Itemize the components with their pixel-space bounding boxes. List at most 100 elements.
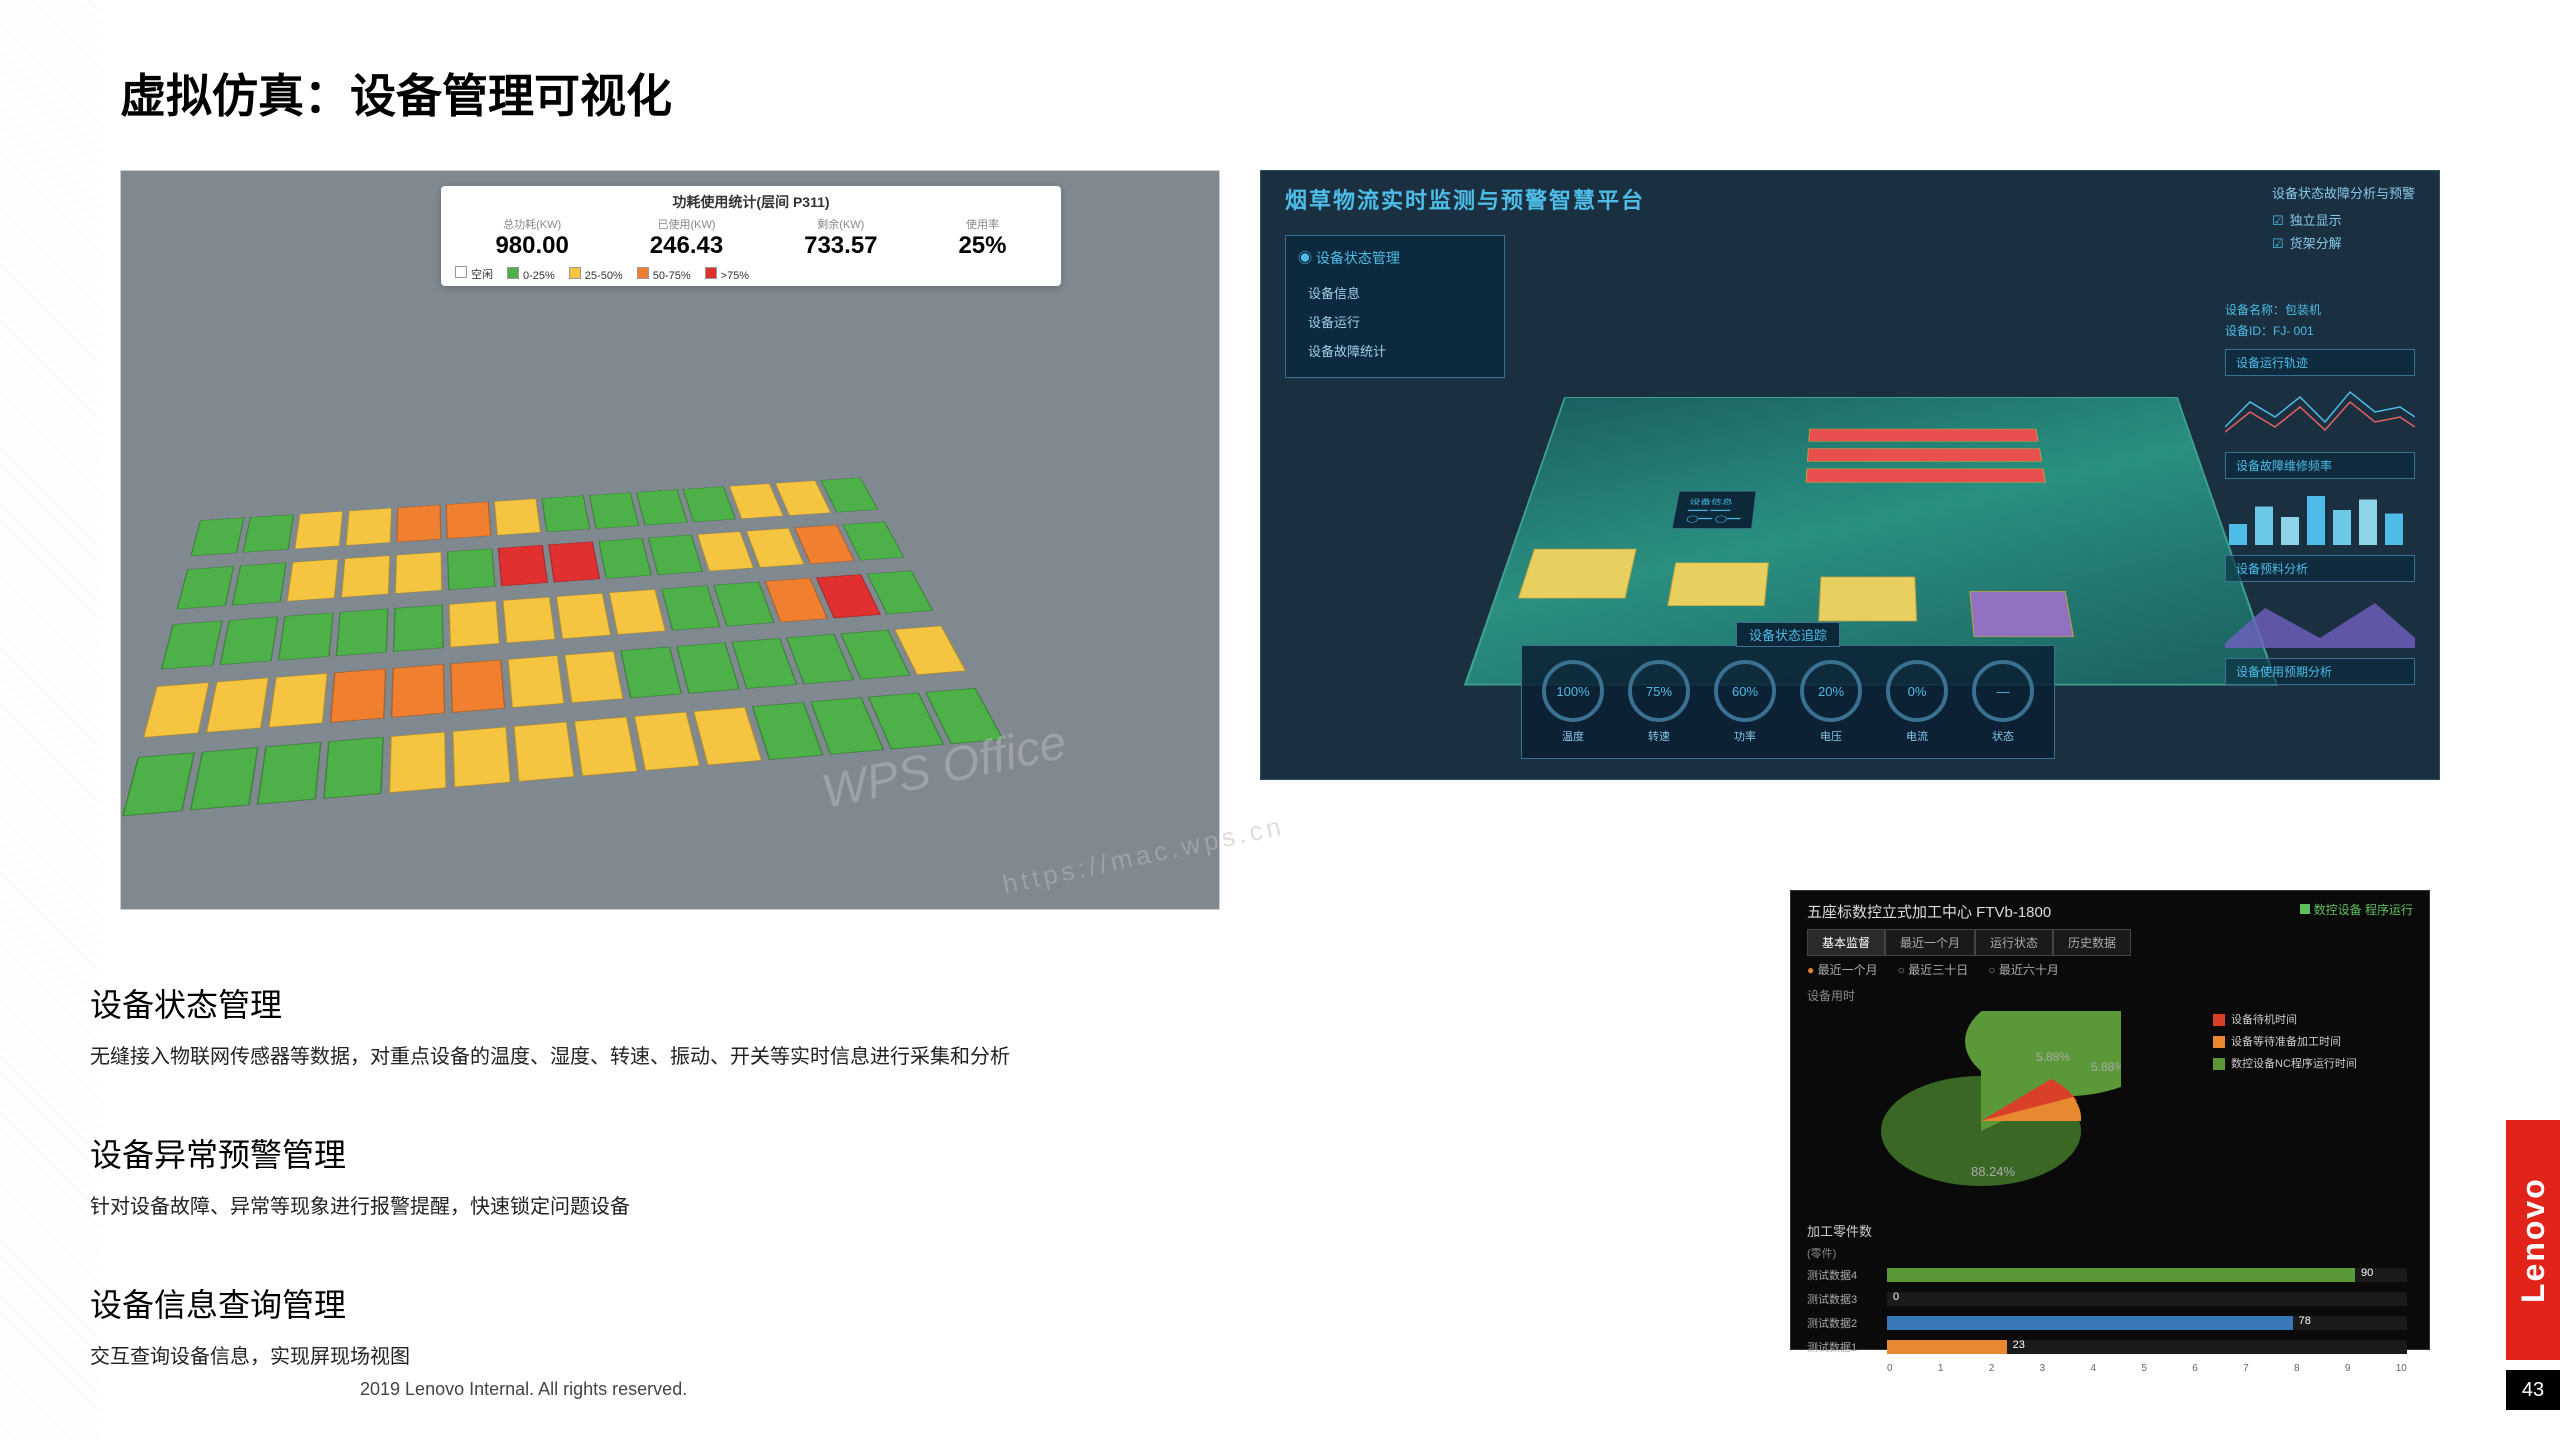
- legend-item: 空闲: [455, 266, 493, 282]
- legend-item: 设备待机时间: [2213, 1011, 2413, 1027]
- text-body: 无缝接入物联网传感器等数据，对重点设备的温度、湿度、转速、振动、开关等实时信息进…: [90, 1040, 1740, 1069]
- section-track[interactable]: 设备运行轨迹: [2225, 349, 2415, 376]
- rack: [191, 518, 245, 557]
- svg-text:5.88%: 5.88%: [2036, 1050, 2070, 1064]
- radio[interactable]: 最近六十月: [1988, 961, 2059, 978]
- sublabel: 设备用时: [1807, 987, 1855, 1004]
- rack: [346, 508, 392, 546]
- radio[interactable]: 最近三十日: [1898, 961, 1969, 978]
- gauge: 100%温度: [1542, 660, 1604, 744]
- bar-chart: [2225, 485, 2415, 545]
- floor-object: [1969, 591, 2074, 637]
- rack: [447, 548, 495, 590]
- rack: [502, 597, 555, 643]
- rack: [287, 559, 339, 602]
- stats-box: 功耗使用统计(层间 P311) 总功耗(KW)980.00已使用(KW)246.…: [441, 186, 1061, 286]
- rack: [452, 727, 511, 788]
- text-heading: 设备异常预警管理: [90, 1130, 1740, 1176]
- left-3d-panel: 功耗使用统计(层间 P311) 总功耗(KW)980.00已使用(KW)246.…: [120, 170, 1220, 910]
- stat: 总功耗(KW)980.00: [495, 216, 568, 260]
- machine-status: 数控设备 程序运行: [2300, 901, 2413, 918]
- gauges-title: 设备状态追踪: [1736, 622, 1840, 647]
- rack: [294, 511, 343, 549]
- rack: [268, 673, 328, 728]
- rack: [389, 732, 447, 793]
- checkbox[interactable]: ☑货架分解: [2272, 233, 2415, 252]
- tab[interactable]: 基本监督: [1807, 929, 1885, 956]
- rack-floor: [121, 465, 1255, 822]
- rack: [393, 605, 443, 652]
- rack: [391, 664, 445, 718]
- bars-title: 加工零件数: [1807, 1221, 1872, 1240]
- sidebar-item[interactable]: 设备运行: [1298, 307, 1492, 336]
- bars-sub: (零件): [1807, 1245, 1836, 1261]
- checkbox[interactable]: ☑独立显示: [2272, 210, 2415, 229]
- rack: [620, 647, 682, 699]
- section-predict[interactable]: 设备预料分析: [2225, 555, 2415, 582]
- tab[interactable]: 最近一个月: [1885, 929, 1975, 956]
- slide-title: 虚拟仿真：设备管理可视化: [120, 60, 672, 126]
- bar-row: 测试数据490: [1807, 1267, 2407, 1283]
- gauge: —状态: [1972, 660, 2034, 744]
- tab[interactable]: 历史数据: [2053, 929, 2131, 956]
- rack: [396, 505, 441, 542]
- gauges-panel: 设备状态追踪 100%温度75%转速60%功率20%电压0%电流—状态: [1521, 645, 2055, 759]
- rack: [648, 535, 703, 575]
- rack: [122, 752, 195, 816]
- bar-row: 测试数据30: [1807, 1291, 2407, 1307]
- gauge: 20%电压: [1800, 660, 1862, 744]
- legend-item: 0-25%: [507, 267, 555, 282]
- platform-sidebar: ◉ 设备状态管理 设备信息设备运行设备故障统计: [1285, 235, 1505, 378]
- bar-row: 测试数据123: [1807, 1339, 2407, 1355]
- sidebar-item[interactable]: 设备故障统计: [1298, 336, 1492, 365]
- rack: [395, 552, 443, 594]
- rack: [574, 717, 638, 777]
- machine-title: 五座标数控立式加工中心 FTVb-1800: [1807, 901, 2051, 922]
- stat: 剩余(KW)733.57: [804, 216, 877, 260]
- section-repair[interactable]: 设备故障维修频率: [2225, 452, 2415, 479]
- radio[interactable]: 最近一个月: [1807, 961, 1878, 978]
- section-lifecycle[interactable]: 设备使用预期分析: [2225, 658, 2415, 685]
- text-block-1: 设备状态管理 无缝接入物联网传感器等数据，对重点设备的温度、湿度、转速、振动、开…: [90, 980, 1740, 1069]
- rack: [450, 660, 505, 713]
- rack: [177, 566, 235, 609]
- footer-copyright: 2019 Lenovo Internal. All rights reserve…: [360, 1379, 687, 1400]
- rack: [330, 669, 386, 723]
- gauge: 60%功率: [1714, 660, 1776, 744]
- text-body: 交互查询设备信息，实现屏现场视图: [90, 1340, 1740, 1369]
- text-block-3: 设备信息查询管理 交互查询设备信息，实现屏现场视图: [90, 1280, 1740, 1369]
- text-body: 针对设备故障、异常等现象进行报警提醒，快速锁定问题设备: [90, 1190, 1740, 1219]
- rack: [446, 502, 491, 539]
- rack: [542, 496, 591, 533]
- rack: [729, 483, 784, 518]
- rack: [564, 651, 623, 703]
- corner-controls: 设备状态故障分析与预警 ☑独立显示☑货架分解: [2272, 183, 2415, 256]
- svg-text:5.88%: 5.88%: [2091, 1060, 2121, 1074]
- text-block-2: 设备异常预警管理 针对设备故障、异常等现象进行报警提醒，快速锁定问题设备: [90, 1130, 1740, 1219]
- rack: [713, 582, 774, 627]
- floor-popup: 设备信息━━━ ━━━◯━━ ◯━━: [1671, 491, 1756, 529]
- text-heading: 设备状态管理: [90, 980, 1740, 1026]
- rack: [676, 642, 740, 693]
- stats-title: 功耗使用统计(层间 P311): [455, 192, 1047, 212]
- rack: [190, 747, 258, 810]
- rack: [661, 585, 720, 630]
- equipment-info: 设备名称：包装机 设备ID：FJ- 001 设备运行轨迹 设备故障维修频率 设备…: [2225, 301, 2415, 685]
- rack: [232, 562, 287, 605]
- bg-pattern: [0, 0, 100, 1440]
- rack: [598, 538, 652, 579]
- rack: [323, 737, 383, 799]
- rack: [513, 722, 574, 782]
- tab[interactable]: 运行状态: [1975, 929, 2053, 956]
- sidebar-header[interactable]: ◉ 设备状态管理: [1298, 248, 1492, 268]
- rack: [589, 492, 639, 528]
- sidebar-item[interactable]: 设备信息: [1298, 278, 1492, 307]
- legend-item: 设备等待准备加工时间: [2213, 1033, 2413, 1049]
- rack: [243, 514, 294, 552]
- rack: [161, 621, 223, 670]
- rack: [548, 542, 600, 583]
- pie-chart: 88.24% 5.88% 5.88%: [1841, 1011, 2121, 1211]
- rack: [498, 545, 548, 586]
- line-chart: [2225, 382, 2415, 442]
- rack: [220, 617, 279, 665]
